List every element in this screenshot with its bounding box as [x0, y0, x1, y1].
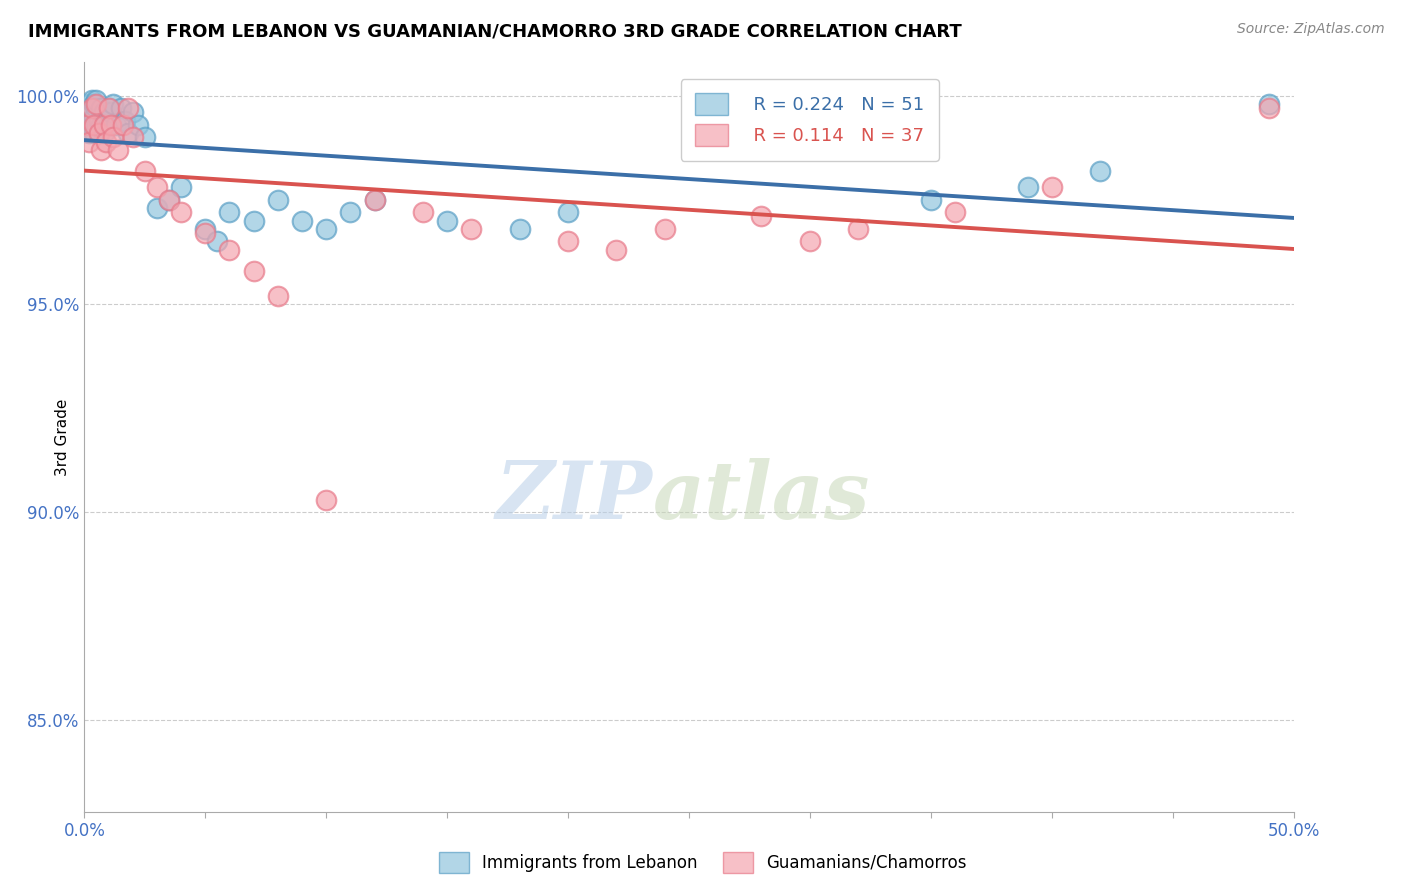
- Point: [77, 97, 100, 112]
- Point: [90, 118, 112, 132]
- Point: [412, 205, 434, 219]
- Point: [83, 118, 105, 132]
- Point: [943, 205, 966, 219]
- Point: [83, 126, 105, 140]
- Point: [97, 118, 120, 132]
- Point: [90, 101, 112, 115]
- Point: [146, 180, 169, 194]
- Point: [194, 222, 217, 236]
- Point: [218, 205, 240, 219]
- Legend: Immigrants from Lebanon, Guamanians/Chamorros: Immigrants from Lebanon, Guamanians/Cham…: [433, 846, 973, 880]
- Point: [114, 113, 136, 128]
- Point: [557, 205, 579, 219]
- Point: [94, 135, 117, 149]
- Point: [76, 118, 98, 132]
- Point: [76, 118, 98, 132]
- Point: [97, 101, 120, 115]
- Point: [80, 101, 103, 115]
- Point: [751, 210, 773, 224]
- Point: [157, 193, 180, 207]
- Y-axis label: 3rd Grade: 3rd Grade: [55, 399, 70, 475]
- Point: [134, 130, 156, 145]
- Point: [107, 143, 129, 157]
- Point: [170, 180, 193, 194]
- Point: [460, 222, 482, 236]
- Point: [86, 101, 108, 115]
- Point: [112, 118, 135, 132]
- Point: [121, 105, 143, 120]
- Point: [1258, 101, 1281, 115]
- Point: [86, 93, 108, 107]
- Point: [799, 235, 821, 249]
- Point: [87, 126, 110, 140]
- Point: [76, 101, 98, 115]
- Point: [80, 93, 103, 107]
- Point: [509, 222, 531, 236]
- Point: [242, 263, 264, 277]
- Point: [436, 213, 458, 227]
- Point: [87, 126, 110, 140]
- Point: [146, 201, 169, 215]
- Point: [93, 126, 115, 140]
- Point: [605, 243, 627, 257]
- Point: [104, 118, 127, 132]
- Point: [86, 97, 108, 112]
- Point: [207, 235, 229, 249]
- Point: [103, 130, 125, 145]
- Point: [110, 101, 132, 115]
- Point: [87, 113, 110, 128]
- Point: [80, 105, 103, 120]
- Point: [315, 222, 337, 236]
- Point: [97, 101, 120, 115]
- Point: [339, 205, 361, 219]
- Point: [267, 288, 290, 302]
- Point: [1088, 163, 1111, 178]
- Point: [93, 118, 115, 132]
- Point: [242, 213, 264, 227]
- Point: [77, 126, 100, 140]
- Point: [218, 243, 240, 257]
- Point: [1017, 180, 1039, 194]
- Point: [103, 97, 125, 112]
- Point: [1258, 97, 1281, 112]
- Point: [100, 118, 122, 132]
- Point: [86, 118, 108, 132]
- Point: [83, 110, 105, 124]
- Point: [134, 163, 156, 178]
- Point: [920, 193, 942, 207]
- Point: [170, 205, 193, 219]
- Point: [1040, 180, 1063, 194]
- Point: [94, 113, 117, 128]
- Point: [121, 130, 143, 145]
- Text: ZIP: ZIP: [496, 458, 652, 536]
- Point: [157, 193, 180, 207]
- Point: [80, 118, 103, 132]
- Point: [90, 143, 112, 157]
- Point: [117, 101, 139, 115]
- Text: atlas: atlas: [652, 458, 870, 536]
- Point: [654, 222, 676, 236]
- Point: [194, 226, 217, 240]
- Point: [315, 492, 337, 507]
- Point: [93, 105, 115, 120]
- Point: [77, 135, 100, 149]
- Point: [846, 222, 869, 236]
- Point: [127, 118, 149, 132]
- Point: [77, 110, 100, 124]
- Text: Source: ZipAtlas.com: Source: ZipAtlas.com: [1237, 22, 1385, 37]
- Point: [100, 105, 122, 120]
- Text: IMMIGRANTS FROM LEBANON VS GUAMANIAN/CHAMORRO 3RD GRADE CORRELATION CHART: IMMIGRANTS FROM LEBANON VS GUAMANIAN/CHA…: [28, 22, 962, 40]
- Point: [363, 193, 385, 207]
- Point: [117, 126, 139, 140]
- Point: [291, 213, 314, 227]
- Point: [267, 193, 290, 207]
- Legend:   R = 0.224   N = 51,   R = 0.114   N = 37: R = 0.224 N = 51, R = 0.114 N = 37: [681, 79, 939, 161]
- Point: [557, 235, 579, 249]
- Point: [363, 193, 385, 207]
- Point: [83, 97, 105, 112]
